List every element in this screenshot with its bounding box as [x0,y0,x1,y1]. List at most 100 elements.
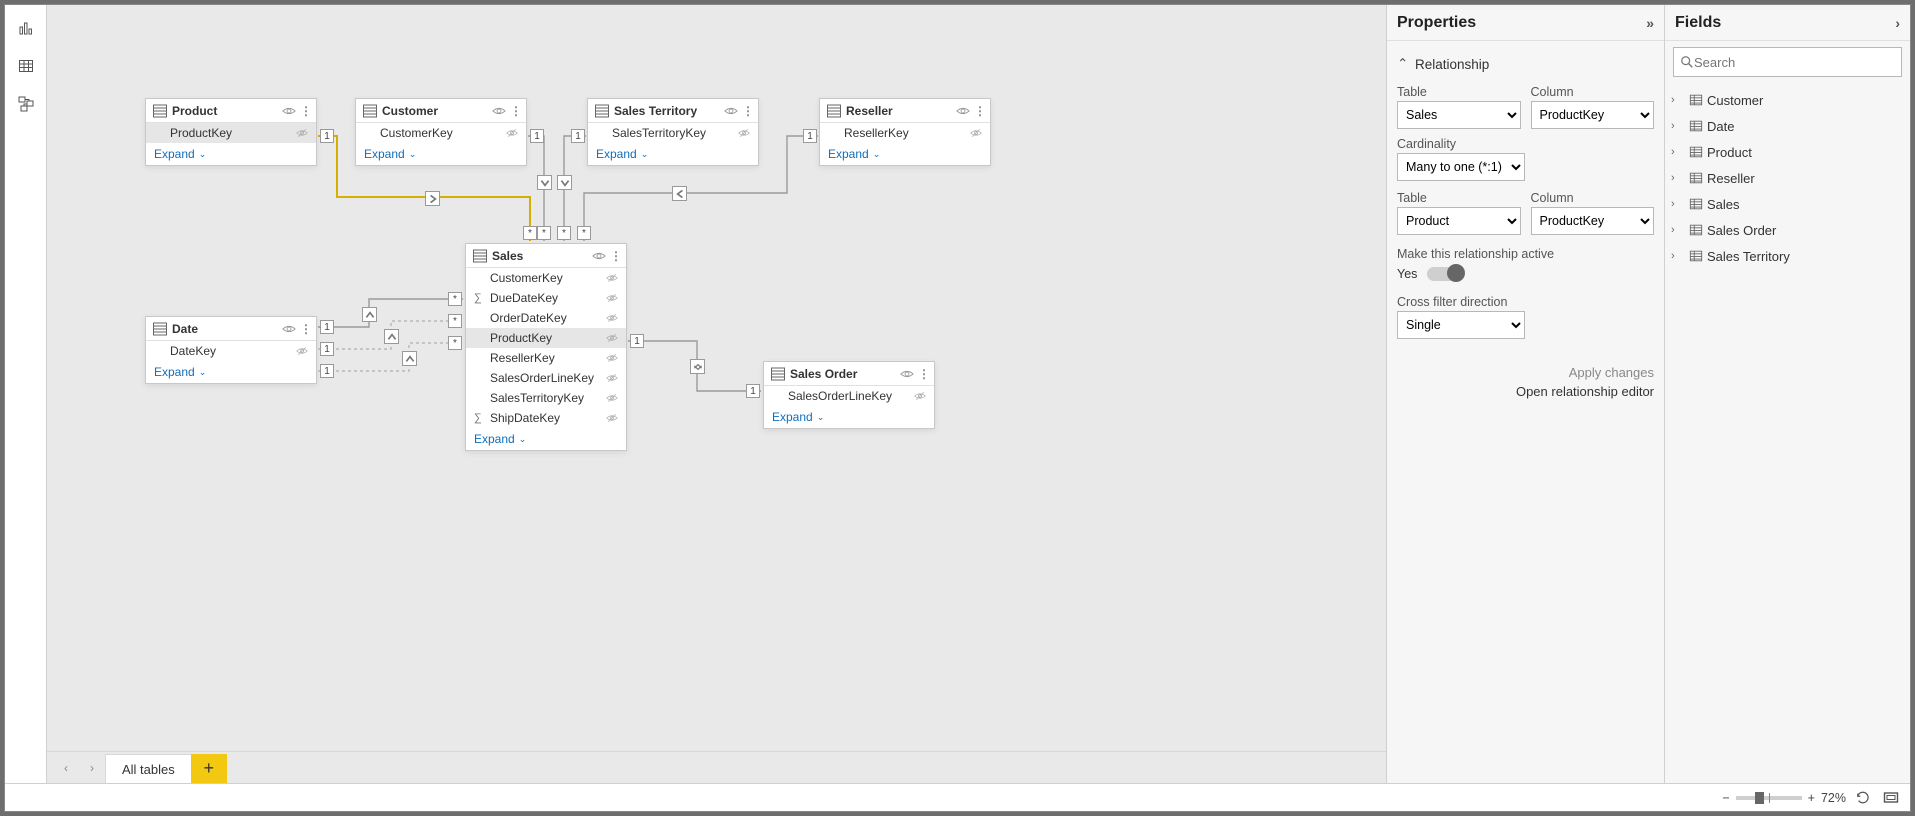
add-tab-button[interactable]: + [191,754,227,783]
expand-button[interactable]: Expand⌄ [466,428,626,450]
more-options-icon[interactable]: ⋮ [974,104,984,118]
table-field-row[interactable]: ResellerKey [820,123,990,143]
eye-icon[interactable] [724,104,738,118]
table-card-salesorder[interactable]: Sales Order⋮SalesOrderLineKeyExpand⌄ [763,361,935,429]
expand-button[interactable]: Expand⌄ [588,143,758,165]
hidden-eye-icon[interactable] [914,390,926,402]
table-field-row[interactable]: ResellerKey [466,348,626,368]
apply-changes-link[interactable]: Apply changes [1397,365,1654,380]
fields-search[interactable] [1673,47,1902,77]
left-nav [5,5,47,783]
cardinality-cap: * [537,226,551,240]
hidden-eye-icon[interactable] [296,127,308,139]
field-table-item[interactable]: ›Sales [1671,191,1904,217]
table-field-row[interactable]: ∑ShipDateKey [466,408,626,428]
field-table-item[interactable]: ›Customer [1671,87,1904,113]
eye-icon[interactable] [592,249,606,263]
open-relationship-editor-link[interactable]: Open relationship editor [1397,384,1654,399]
table-field-row[interactable]: ∑DueDateKey [466,288,626,308]
hidden-eye-icon[interactable] [738,127,750,139]
more-options-icon[interactable]: ⋮ [300,104,310,118]
hidden-eye-icon[interactable] [606,312,618,324]
select-table1[interactable]: Sales [1397,101,1521,129]
table-field-row[interactable]: SalesTerritoryKey [466,388,626,408]
field-table-item[interactable]: ›Sales Order [1671,217,1904,243]
hidden-eye-icon[interactable] [606,392,618,404]
table-card-date[interactable]: Date⋮DateKeyExpand⌄ [145,316,317,384]
more-options-icon[interactable]: ⋮ [610,249,620,263]
filter-direction-icon [402,351,417,366]
expand-button[interactable]: Expand⌄ [146,361,316,383]
eye-icon[interactable] [900,367,914,381]
table-card-salesterritory[interactable]: Sales Territory ⋮ SalesTerritoryKeyExpand⌄ [587,98,759,166]
eye-icon[interactable] [282,104,296,118]
tab-next-icon[interactable]: › [79,752,105,783]
field-table-item[interactable]: ›Product [1671,139,1904,165]
hidden-eye-icon[interactable] [606,412,618,424]
eye-icon[interactable] [956,104,970,118]
select-column2[interactable]: ProductKey [1531,207,1655,235]
table-card-product[interactable]: Product ⋮ ProductKeyExpand⌄ [145,98,317,166]
hidden-eye-icon[interactable] [506,127,518,139]
expand-button[interactable]: Expand⌄ [764,406,934,428]
zoom-slider[interactable] [1736,796,1802,800]
table-field-row[interactable]: OrderDateKey [466,308,626,328]
hidden-eye-icon[interactable] [606,292,618,304]
table-field-row[interactable]: CustomerKey [466,268,626,288]
hidden-eye-icon[interactable] [606,372,618,384]
table-field-row[interactable]: SalesOrderLineKey [764,386,934,406]
table-card-title: Product [172,104,278,118]
expand-button[interactable]: Expand⌄ [820,143,990,165]
expand-button[interactable]: Expand⌄ [146,143,316,165]
hidden-eye-icon[interactable] [296,345,308,357]
tab-label: All tables [122,762,175,777]
select-column1[interactable]: ProductKey [1531,101,1655,129]
field-table-item[interactable]: ›Reseller [1671,165,1904,191]
table-card-title: Sales Territory [614,104,720,118]
hidden-eye-icon[interactable] [970,127,982,139]
table-field-row[interactable]: ProductKey [466,328,626,348]
more-options-icon[interactable]: ⋮ [742,104,752,118]
collapse-properties-icon[interactable]: » [1646,15,1654,31]
filter-direction-icon [384,329,399,344]
table-field-row[interactable]: SalesOrderLineKey [466,368,626,388]
more-options-icon[interactable]: ⋮ [918,367,928,381]
tab-all-tables[interactable]: All tables [105,754,192,783]
more-options-icon[interactable]: ⋮ [510,104,520,118]
data-view-icon[interactable] [9,49,43,83]
table-card-reseller[interactable]: Reseller⋮ResellerKeyExpand⌄ [819,98,991,166]
hidden-eye-icon[interactable] [606,352,618,364]
collapse-fields-icon[interactable]: › [1895,15,1900,31]
report-view-icon[interactable] [9,11,43,45]
field-table-item[interactable]: ›Sales Territory [1671,243,1904,269]
hidden-eye-icon[interactable] [606,272,618,284]
hidden-eye-icon[interactable] [606,332,618,344]
table-field-row[interactable]: DateKey [146,341,316,361]
eye-icon[interactable] [492,104,506,118]
more-options-icon[interactable]: ⋮ [300,322,310,336]
model-canvas[interactable]: Product⋮ProductKeyExpand⌄Customer⋮Custom… [47,5,1386,751]
fields-search-input[interactable] [1694,55,1895,70]
select-table2[interactable]: Product [1397,207,1521,235]
table-card-customer[interactable]: Customer⋮CustomerKeyExpand⌄ [355,98,527,166]
fit-to-page-icon[interactable] [1852,787,1874,809]
select-cardinality[interactable]: Many to one (*:1) [1397,153,1525,181]
zoom-in-button[interactable]: + [1808,791,1815,805]
toggle-active[interactable] [1427,267,1463,281]
table-field-row[interactable]: ProductKey [146,123,316,143]
table-card-sales[interactable]: Sales⋮CustomerKey∑DueDateKeyOrderDateKey… [465,243,627,451]
section-toggle-icon[interactable]: ⌃ [1397,56,1415,72]
field-table-item[interactable]: ›Date [1671,113,1904,139]
expand-button[interactable]: Expand⌄ [356,143,526,165]
eye-icon[interactable] [282,322,296,336]
label-yes: Yes [1397,267,1417,281]
select-cross-filter[interactable]: Single [1397,311,1525,339]
filter-direction-icon [537,175,552,190]
tab-prev-icon[interactable]: ‹ [53,752,79,783]
zoom-out-button[interactable]: − [1722,791,1729,805]
fit-to-screen-icon[interactable] [1880,787,1902,809]
cardinality-cap: 1 [320,364,334,378]
model-view-icon[interactable] [9,87,43,121]
table-field-row[interactable]: SalesTerritoryKey [588,123,758,143]
table-field-row[interactable]: CustomerKey [356,123,526,143]
